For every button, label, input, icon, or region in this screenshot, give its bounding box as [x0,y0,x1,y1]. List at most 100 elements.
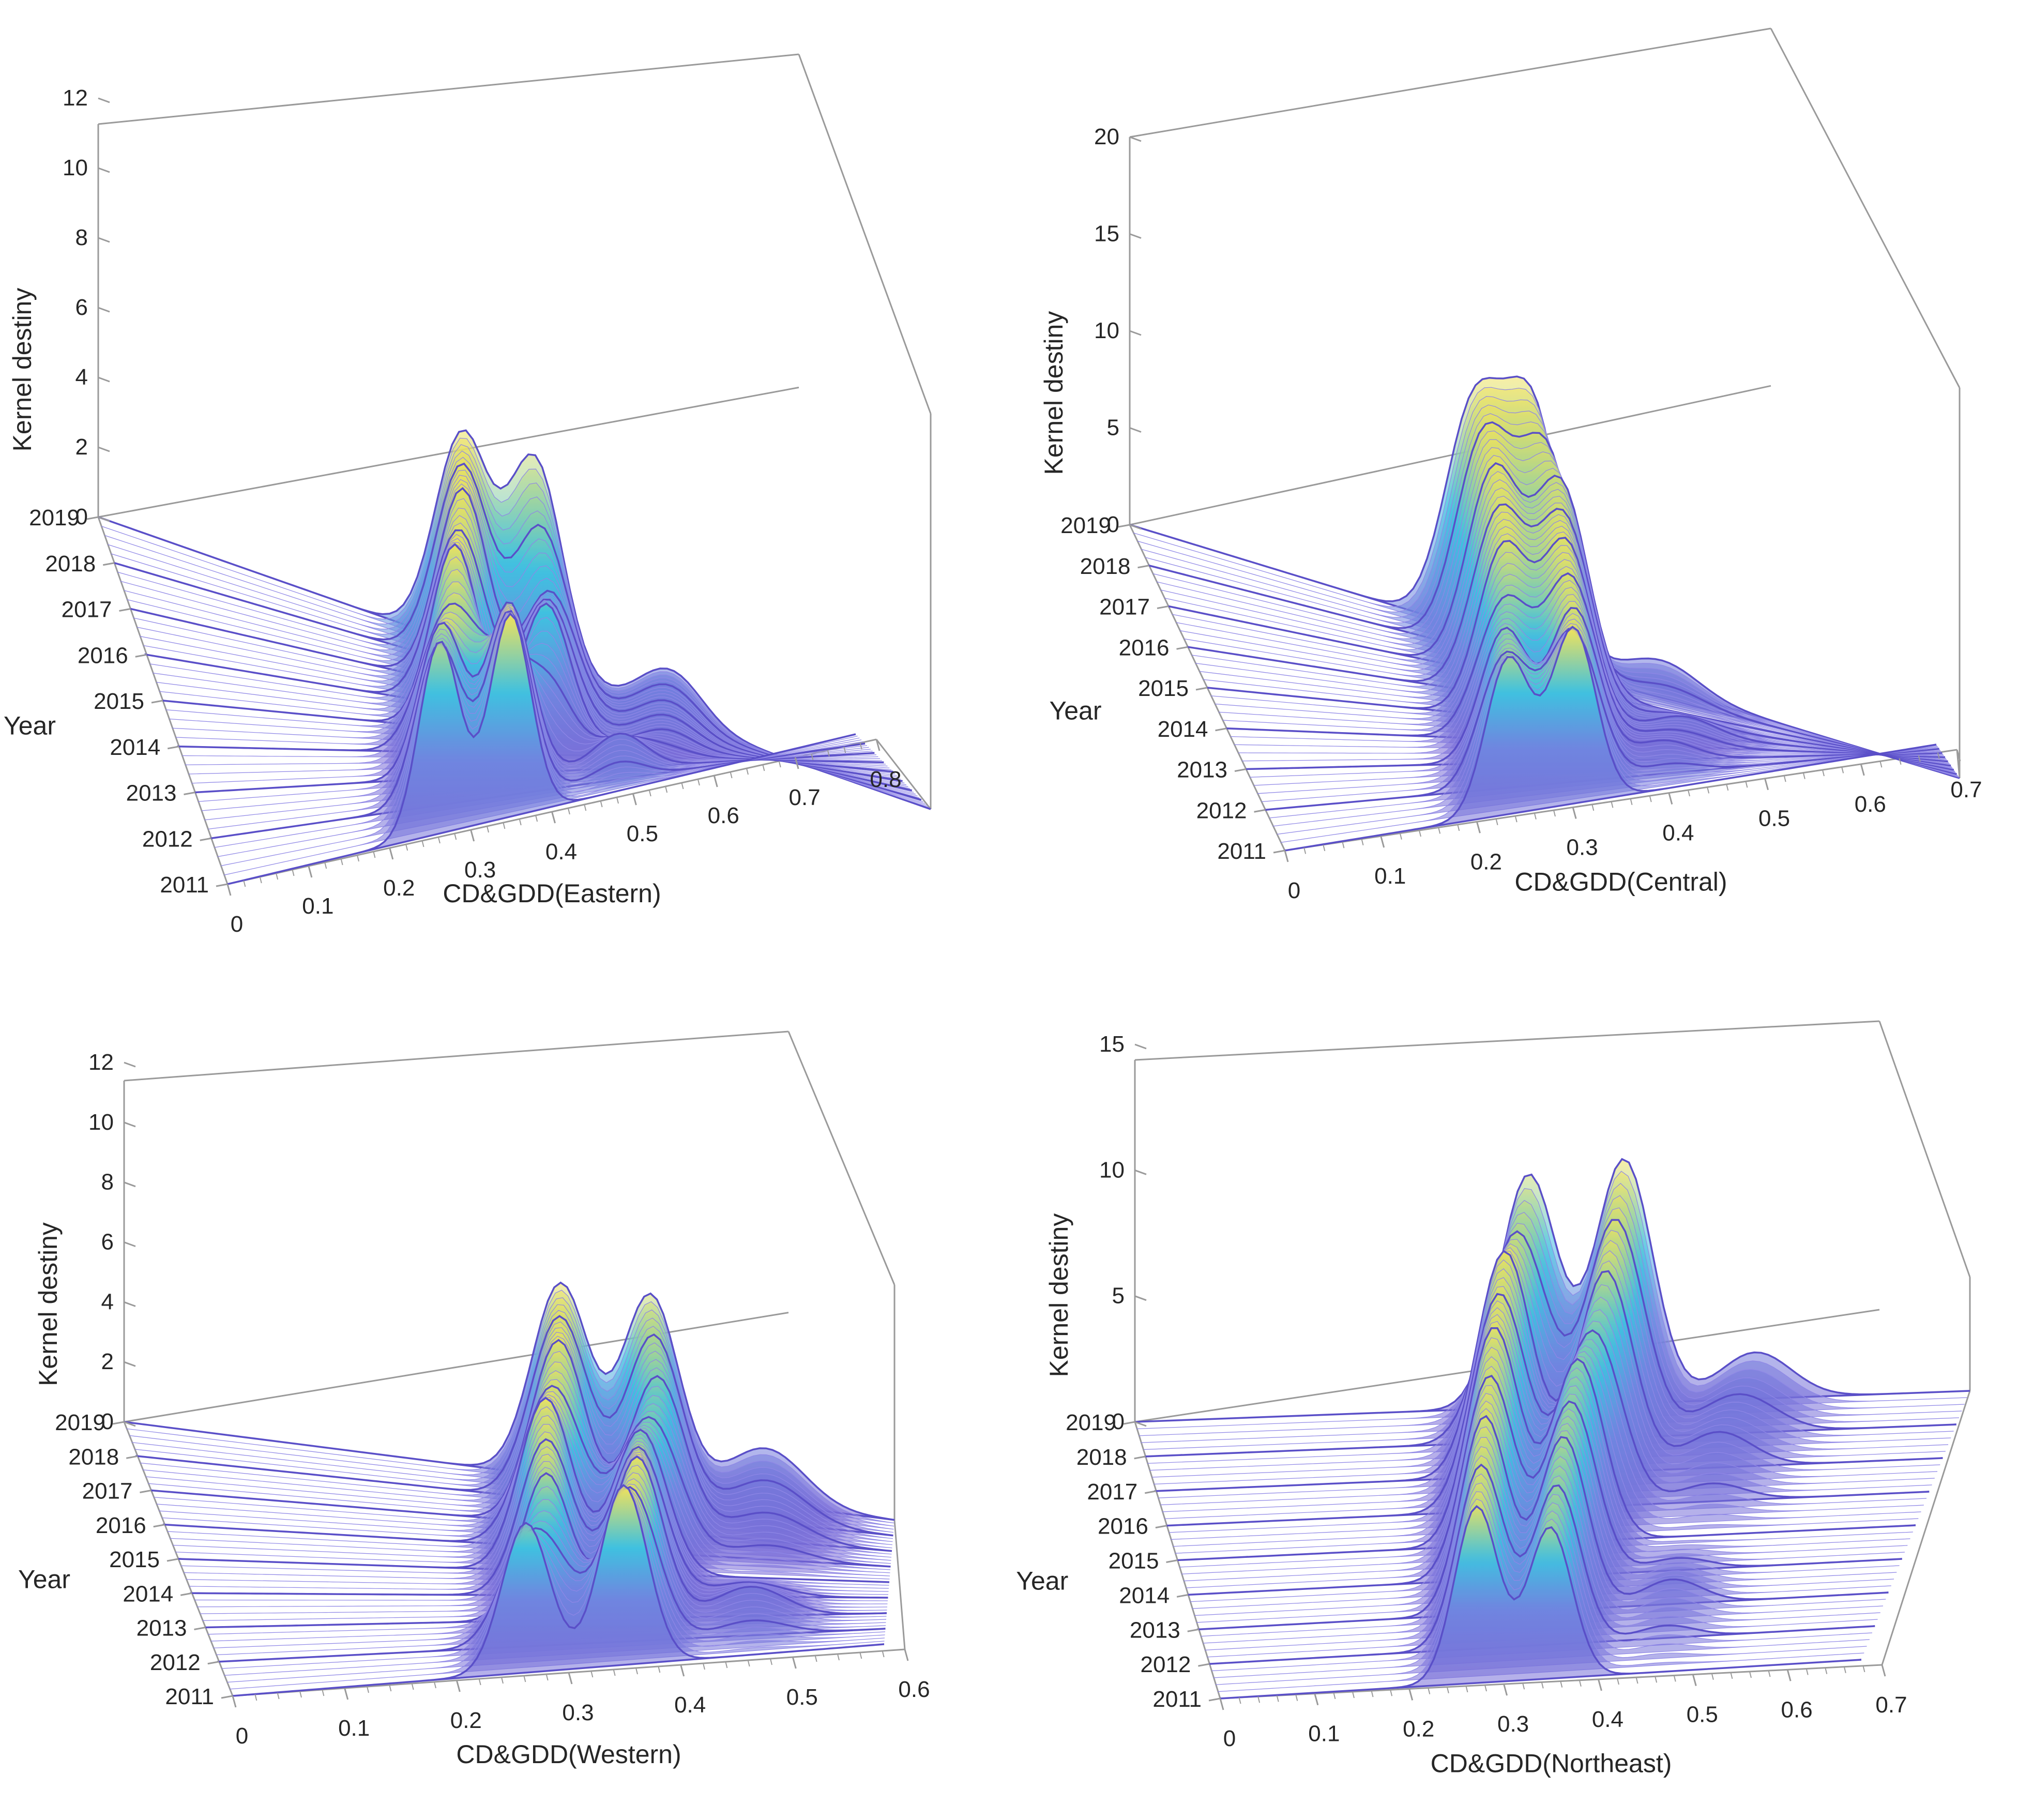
x-tick-label: 0.5 [786,1685,818,1710]
year-tick-label: 2015 [1109,1549,1159,1574]
x-tick-label: 0.3 [464,857,496,883]
x-minor-tick [746,768,749,775]
year-tick-mark [1176,646,1188,650]
x-tick-label: 0.1 [338,1716,370,1741]
box-floor-right-edge [893,1520,906,1650]
x-axis-label: CD&GDD(Eastern) [443,879,661,908]
x-minor-tick [437,837,441,844]
year-tick-mark [184,792,195,795]
x-minor-tick [1918,755,1921,762]
z-tick-label: 2 [101,1349,114,1374]
z-tick-label: 0 [1107,512,1119,537]
x-minor-tick [1428,1688,1431,1694]
x-tick-mark [794,757,799,769]
box-floor-right-edge [875,739,932,810]
year-tick-mark [1134,1455,1146,1460]
year-tick-label: 2013 [126,781,177,806]
x-tick-mark [1764,778,1769,791]
year-tick-mark [1198,1663,1210,1667]
year-tick-label: 2013 [1177,757,1227,783]
x-minor-tick [523,1675,526,1682]
x-minor-tick [1862,1665,1865,1673]
z-tick-label: 0 [75,504,88,529]
box-top-edge [98,53,799,125]
x-minor-tick [1484,1685,1487,1692]
x-axis-line [1220,1664,1883,1700]
year-tick-label: 2019 [1060,513,1111,538]
x-minor-tick [1822,769,1825,777]
x-tick-label: 0.4 [545,839,577,865]
year-tick-label: 2019 [29,505,80,530]
x-tick-label: 0.1 [302,893,333,919]
year-tick-label: 2019 [1066,1410,1116,1435]
x-minor-tick [1276,1695,1279,1702]
x-minor-tick [703,1663,705,1670]
year-tick-label: 2011 [160,872,209,898]
x-tick-mark [680,1664,685,1677]
x-tick-mark [470,829,475,842]
x-tick-label: 0 [1223,1726,1236,1751]
density-ribbon [1151,1247,1949,1478]
x-tick-mark [551,811,556,824]
z-tick-mark [1129,136,1142,142]
x-minor-tick [1879,761,1883,768]
x-minor-tick [519,818,522,826]
z-tick-label: 6 [75,295,88,320]
density-surface [1129,375,1960,852]
x-minor-tick [730,771,733,779]
x-minor-tick [1783,775,1786,782]
x-minor-tick [535,815,538,822]
x-minor-tick [1825,1667,1828,1674]
x-minor-tick [1688,790,1690,797]
year-tick-mark [1155,1525,1167,1529]
year-tick-mark [1234,768,1247,772]
x-minor-tick [1553,810,1556,817]
z-tick-label: 6 [101,1230,114,1255]
z-tick-mark [124,1181,136,1188]
year-tick-mark [102,562,115,566]
x-minor-tick [501,1677,504,1684]
x-tick-label: 0.4 [1592,1707,1623,1732]
z-tick-label: 10 [88,1110,114,1135]
x-minor-tick [1617,1678,1619,1685]
box-top-edge [1134,1020,1880,1061]
x-tick-mark [1860,764,1865,776]
x-tick-label: 0.2 [1403,1716,1434,1741]
x-minor-tick [299,1691,302,1698]
x-minor-tick [292,869,295,876]
x-minor-tick [859,1652,862,1659]
year-tick-label: 2016 [1119,635,1170,660]
density-ribbon [1277,629,1938,835]
x-minor-tick [243,880,246,887]
z-tick-mark [98,516,110,522]
year-axis-label: Year [1016,1566,1068,1595]
x-minor-tick [1257,1696,1261,1703]
x-minor-tick [340,858,343,866]
x-minor-tick [1465,1686,1468,1693]
x-minor-tick [584,804,587,811]
x-minor-tick [567,808,570,815]
x-minor-tick [1802,772,1805,779]
x-tick-label: 0.4 [1662,821,1694,846]
z-axis-label: Kernel destiny [1039,311,1068,475]
year-tick-mark [194,1627,206,1630]
x-minor-tick [1371,1690,1374,1697]
x-minor-tick [1238,1697,1241,1704]
x-tick-mark [1408,1689,1414,1701]
x-minor-tick [1611,801,1614,808]
year-tick-mark [1157,605,1169,609]
year-tick-mark [1195,687,1208,691]
x-tick-mark [389,847,394,860]
x-minor-tick [1514,815,1518,823]
year-tick-mark [86,516,99,520]
density-ribbon [227,1489,885,1683]
x-tick-mark [456,1680,461,1692]
year-tick-mark [1215,727,1227,732]
x-minor-tick [1649,795,1652,802]
x-minor-tick [648,790,651,797]
x-tick-label: 0.6 [898,1677,930,1702]
x-minor-tick [277,1692,280,1700]
x-tick-mark [632,793,637,806]
year-tick-mark [119,608,131,612]
x-minor-tick [1419,830,1421,837]
